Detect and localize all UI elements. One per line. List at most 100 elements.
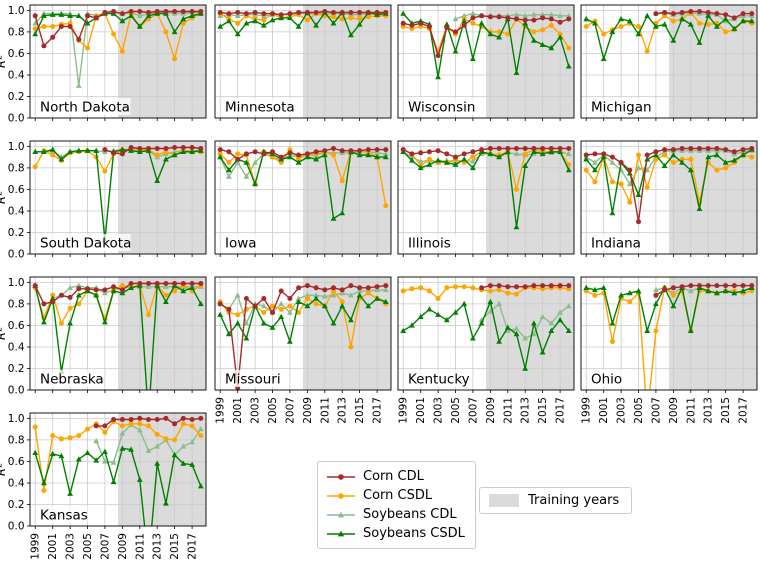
data-point-soybeans_csdl (278, 313, 285, 319)
data-point-soybeans_cdl (548, 11, 555, 17)
data-point-corn_cdl (731, 283, 737, 289)
x-tick-label: 2007 (650, 397, 662, 424)
data-point-soybeans_cdl (609, 159, 616, 165)
data-point-corn_cdl (226, 149, 232, 155)
data-point-corn_csdl (172, 437, 178, 443)
data-point-corn_csdl (514, 186, 519, 192)
data-point-soybeans_csdl (687, 21, 694, 27)
data-point-soybeans_cdl (260, 303, 267, 309)
data-point-corn_cdl (261, 11, 267, 17)
data-point-soybeans_csdl (609, 28, 616, 35)
data-point-soybeans_csdl (557, 34, 563, 40)
data-point-soybeans_csdl (417, 313, 424, 319)
panel-title: Ohio (591, 372, 622, 388)
data-point-corn_csdl (154, 152, 160, 158)
data-point-soybeans_csdl (400, 327, 407, 333)
data-point-corn_cdl (119, 11, 125, 17)
data-point-corn_cdl (522, 146, 528, 151)
data-point-corn_cdl (470, 15, 476, 21)
legend-line-corn_csdl-icon (327, 492, 355, 499)
legend-entry-corn-cdl: Corn CDL (326, 467, 465, 486)
data-point-corn_csdl (418, 285, 424, 291)
data-point-corn_cdl (374, 147, 380, 153)
legend-entry-label: Soybeans CDL (363, 507, 457, 522)
data-point-soybeans_cdl (548, 320, 555, 326)
data-point-corn_cdl (540, 146, 546, 151)
data-point-corn_csdl (453, 284, 458, 290)
data-point-corn_cdl (505, 15, 511, 21)
data-point-corn_csdl (313, 301, 319, 307)
data-point-corn_cdl (496, 14, 502, 20)
data-point-corn_cdl (322, 148, 328, 154)
y-tick-label: 0.4 (8, 70, 25, 82)
y-tick-label: 0.2 (8, 227, 25, 239)
data-point-corn_cdl (217, 147, 223, 153)
data-point-corn_cdl (111, 9, 117, 14)
data-point-soybeans_csdl (443, 159, 450, 165)
data-point-corn_cdl (653, 149, 659, 155)
legend-line-soybeans_csdl-icon (327, 530, 355, 536)
data-point-soybeans_csdl (522, 365, 529, 371)
data-point-soybeans_cdl (470, 158, 476, 164)
data-point-corn_cdl (198, 9, 204, 14)
data-point-soybeans_cdl (496, 300, 502, 307)
data-point-corn_csdl (163, 292, 169, 298)
data-point-corn_cdl (426, 149, 432, 155)
data-point-soybeans_csdl (531, 148, 537, 154)
data-point-corn_csdl (50, 433, 56, 439)
data-point-corn_csdl (172, 288, 178, 294)
data-point-soybeans_csdl (452, 161, 459, 167)
data-point-corn_csdl (653, 328, 659, 334)
data-point-soybeans_csdl (731, 290, 738, 296)
data-point-corn_cdl (146, 417, 151, 422)
data-point-corn_cdl (189, 145, 195, 150)
y-tick-label: 0.6 (8, 320, 25, 332)
data-point-corn_csdl (618, 24, 624, 29)
y-tick-label: 0.4 (8, 478, 25, 490)
data-point-soybeans_csdl (41, 148, 47, 154)
data-point-corn_csdl (583, 167, 589, 173)
data-point-corn_cdl (119, 151, 125, 157)
data-point-soybeans_cdl (102, 458, 108, 464)
data-point-corn_cdl (618, 160, 624, 165)
data-point-corn_cdl (217, 301, 223, 307)
data-point-soybeans_cdl (197, 426, 204, 432)
x-tick-label: 2005 (450, 397, 462, 424)
data-point-corn_cdl (93, 423, 99, 429)
data-point-soybeans_cdl (330, 292, 337, 298)
x-tick-label: 2007 (284, 397, 296, 424)
data-point-soybeans_csdl (504, 324, 511, 330)
data-point-corn_cdl (198, 281, 204, 286)
data-point-corn_cdl (514, 16, 519, 22)
data-point-soybeans_csdl (461, 156, 468, 162)
data-point-corn_cdl (111, 284, 117, 290)
data-point-soybeans_csdl (226, 167, 232, 173)
data-point-soybeans_csdl (635, 31, 642, 37)
data-point-corn_cdl (740, 147, 746, 153)
data-point-soybeans_csdl (670, 303, 677, 309)
y-tick-label: 1.0 (8, 5, 25, 17)
data-point-soybeans_csdl (217, 154, 224, 160)
data-point-soybeans_csdl (592, 286, 598, 293)
data-point-corn_csdl (217, 151, 223, 157)
data-point-corn_cdl (531, 283, 537, 289)
data-point-corn_csdl (85, 45, 90, 51)
data-point-soybeans_csdl (539, 150, 546, 157)
data-point-corn_cdl (548, 146, 554, 151)
data-point-corn_cdl (76, 36, 82, 42)
y-tick-label: 0.2 (8, 363, 25, 375)
data-point-soybeans_csdl (197, 483, 204, 489)
x-tick-label: 2015 (354, 397, 366, 424)
data-point-corn_cdl (119, 417, 125, 422)
data-point-soybeans_cdl (243, 320, 250, 326)
data-point-corn_csdl (496, 287, 502, 293)
data-point-corn_cdl (548, 16, 554, 22)
data-point-corn_cdl (32, 283, 38, 289)
data-point-soybeans_csdl (731, 157, 738, 163)
data-point-corn_cdl (514, 284, 519, 290)
data-point-soybeans_csdl (592, 20, 598, 26)
data-point-soybeans_cdl (32, 20, 39, 26)
data-point-soybeans_csdl (278, 14, 285, 21)
data-point-soybeans_csdl (119, 290, 126, 296)
